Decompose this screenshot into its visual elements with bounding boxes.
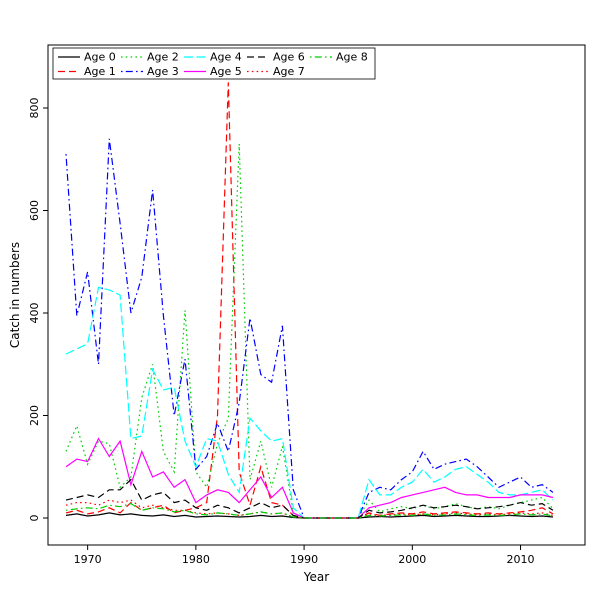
y-axis-title: Catch in numbers bbox=[8, 241, 22, 349]
series-line-age-4 bbox=[65, 286, 554, 519]
legend-label: Age 5 bbox=[210, 65, 242, 78]
legend-label: Age 3 bbox=[147, 65, 179, 78]
legend-item-age-5: Age 5 bbox=[184, 65, 242, 78]
legend-item-age-6: Age 6 bbox=[247, 51, 305, 64]
x-tick-label: 2000 bbox=[398, 553, 426, 566]
legend-label: Age 6 bbox=[273, 51, 305, 64]
legend-label: Age 0 bbox=[84, 51, 116, 64]
x-tick-label: 1990 bbox=[290, 553, 318, 566]
legend-item-age-4: Age 4 bbox=[184, 51, 242, 64]
legend-item-age-0: Age 0 bbox=[58, 51, 116, 64]
y-tick-label: 0 bbox=[28, 515, 41, 522]
y-tick-label: 800 bbox=[28, 98, 41, 119]
legend-label: Age 4 bbox=[210, 51, 242, 64]
x-tick-label: 1980 bbox=[182, 553, 210, 566]
series-line-age-1 bbox=[65, 82, 554, 519]
plot-border bbox=[47, 44, 586, 546]
legend-item-age-3: Age 3 bbox=[121, 65, 179, 78]
x-tick-label: 2010 bbox=[507, 553, 535, 566]
legend-box bbox=[52, 47, 376, 80]
legend-item-age-2: Age 2 bbox=[121, 51, 179, 64]
legend-item-age-1: Age 1 bbox=[58, 65, 116, 78]
series-line-age-8 bbox=[65, 502, 554, 519]
legend-item-age-8: Age 8 bbox=[310, 51, 368, 64]
series-line-age-6 bbox=[65, 478, 554, 519]
legend-label: Age 2 bbox=[147, 51, 179, 64]
y-tick-label: 600 bbox=[28, 200, 41, 221]
legend-label: Age 8 bbox=[336, 51, 368, 64]
y-tick-label: 400 bbox=[28, 303, 41, 324]
legend-label: Age 7 bbox=[273, 65, 305, 78]
x-tick-label: 1970 bbox=[74, 553, 102, 566]
series-line-age-2 bbox=[65, 143, 554, 519]
y-tick-label: 200 bbox=[28, 405, 41, 426]
legend-label: Age 1 bbox=[84, 65, 116, 78]
legend-item-age-7: Age 7 bbox=[247, 65, 305, 78]
x-axis-title: Year bbox=[303, 570, 330, 584]
